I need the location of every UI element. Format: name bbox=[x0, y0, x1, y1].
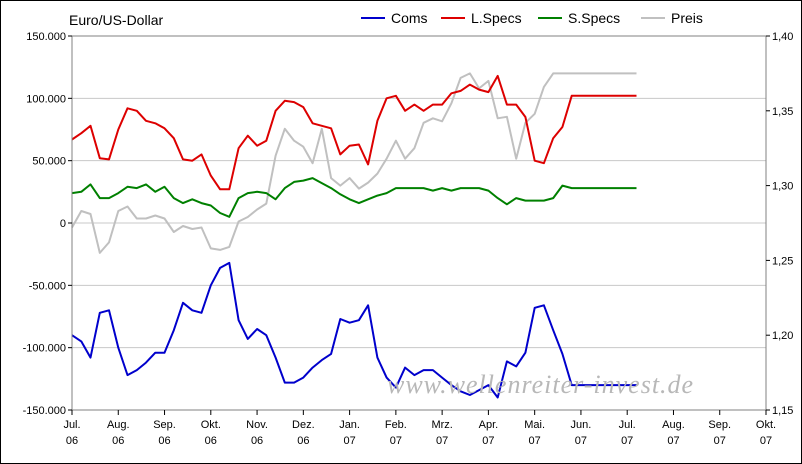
y-right-tick-label: 1,25 bbox=[772, 255, 793, 267]
axes: 150.000 100.000 50.000 0 -50.000 -100.000 -150… bbox=[23, 31, 794, 447]
x-tick-label-year: 07 bbox=[390, 435, 402, 447]
x-tick-label-year: 06 bbox=[158, 435, 170, 447]
y-right-tick-label: 1,40 bbox=[772, 31, 793, 43]
series-line-s-specs bbox=[71, 177, 637, 218]
series-line-l-specs bbox=[71, 74, 637, 191]
x-tick-label-month: Apr. bbox=[479, 419, 499, 431]
series-line-preis bbox=[71, 72, 637, 254]
x-tick-label-year: 06 bbox=[297, 435, 309, 447]
x-tick-label-year: 06 bbox=[66, 435, 78, 447]
x-tick-label-year: 07 bbox=[343, 435, 355, 447]
x-tick-label-year: 07 bbox=[760, 435, 772, 447]
x-tick-label-month: Sep. bbox=[708, 419, 731, 431]
x-tick-label-month: Jan. bbox=[339, 419, 360, 431]
x-tick-label-month: Jul. bbox=[619, 419, 636, 431]
x-tick-label-year: 07 bbox=[529, 435, 541, 447]
y-right-tick-label: 1,30 bbox=[772, 181, 793, 193]
x-tick-label-month: Aug. bbox=[107, 419, 130, 431]
x-tick-label-month: Mai. bbox=[524, 419, 545, 431]
x-tick-label-month: Okt. bbox=[201, 419, 221, 431]
legend: Coms L.Specs S.Specs Preis bbox=[361, 10, 703, 26]
x-tick-label-year: 07 bbox=[667, 435, 679, 447]
x-tick-label-year: 07 bbox=[436, 435, 448, 447]
x-tick-label-month: Nov. bbox=[246, 419, 268, 431]
x-tick-label-month: Mrz. bbox=[431, 419, 452, 431]
x-tick-label-month: Jul. bbox=[63, 419, 80, 431]
x-tick-label-year: 07 bbox=[575, 435, 587, 447]
x-tick-label-month: Dez. bbox=[292, 419, 315, 431]
legend-label-l-specs: L.Specs bbox=[471, 10, 522, 26]
legend-label-preis: Preis bbox=[671, 10, 703, 26]
x-tick-label-month: Feb. bbox=[385, 419, 407, 431]
x-tick-label-month: Aug. bbox=[662, 419, 685, 431]
y-right-tick-label: 1,35 bbox=[772, 106, 793, 118]
chart-title: Euro/US-Dollar bbox=[69, 12, 163, 28]
watermark: www.wellenreiter-invest.de bbox=[387, 370, 694, 399]
x-tick-label-month: Jun. bbox=[571, 419, 592, 431]
y-left-tick-label: 50.000 bbox=[32, 156, 66, 168]
y-left-tick-label: -150.000 bbox=[23, 405, 66, 417]
y-right-tick-label: 1,15 bbox=[772, 405, 793, 417]
x-tick-label-year: 06 bbox=[251, 435, 263, 447]
legend-label-s-specs: S.Specs bbox=[568, 10, 620, 26]
series-line-coms bbox=[71, 261, 637, 399]
x-tick-label-year: 07 bbox=[482, 435, 494, 447]
y-right-tick-label: 1,20 bbox=[772, 330, 793, 342]
x-tick-label-month: Sep. bbox=[153, 419, 176, 431]
y-left-tick-label: 150.000 bbox=[26, 31, 66, 43]
x-tick-label-year: 06 bbox=[112, 435, 124, 447]
x-tick-label-year: 07 bbox=[714, 435, 726, 447]
x-tick-label-year: 06 bbox=[205, 435, 217, 447]
x-tick-label-month: Okt. bbox=[756, 419, 776, 431]
y-left-tick-label: 0 bbox=[60, 218, 66, 230]
series-lines bbox=[71, 72, 637, 399]
legend-label-coms: Coms bbox=[391, 10, 428, 26]
y-left-tick-label: 100.000 bbox=[26, 93, 66, 105]
y-left-tick-label: -50.000 bbox=[29, 280, 66, 292]
x-tick-label-year: 07 bbox=[621, 435, 633, 447]
y-left-tick-label: -100.000 bbox=[23, 343, 66, 355]
